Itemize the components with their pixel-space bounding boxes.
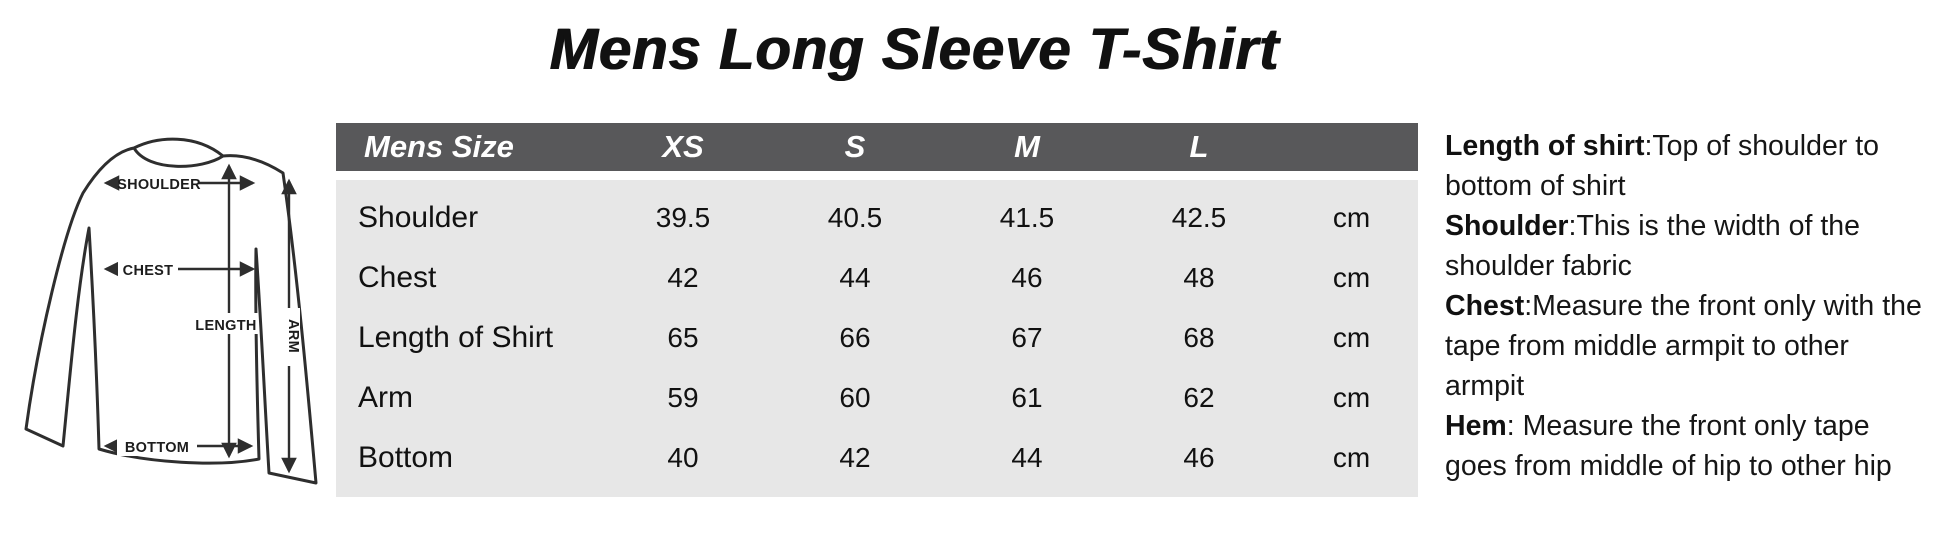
- header-cell-mens-size: Mens Size: [364, 129, 514, 164]
- cell-value: 48: [1183, 262, 1215, 293]
- cell-value: 46: [1183, 442, 1215, 473]
- size-table: Mens Size XS S M L Shoulder 39.5 40.5 41…: [336, 123, 1418, 497]
- row-label: Bottom: [358, 441, 454, 474]
- unit-cell: cm: [1332, 382, 1371, 413]
- cell-value: 41.5: [999, 202, 1055, 233]
- unit-cell: cm: [1332, 202, 1371, 233]
- guide-item: Shoulder:This is the width of the should…: [1445, 206, 1933, 286]
- unit-cell: cm: [1332, 442, 1371, 473]
- header-cell-xs: XS: [662, 129, 704, 164]
- header-cell-l: L: [1189, 129, 1209, 164]
- table-row: Shoulder 39.5 40.5 41.5 42.5 cm: [336, 188, 1418, 248]
- length-label-bg: [194, 313, 258, 334]
- guide-separator: :: [1568, 210, 1577, 242]
- diagram-label-shoulder: SHOULDER: [117, 177, 201, 193]
- guide-term: Length of shirt: [1445, 130, 1645, 162]
- diagram-label-arm: ARM: [285, 319, 301, 353]
- cell-value: 40: [667, 442, 699, 473]
- bottom-label-bg: [117, 435, 197, 456]
- table-row: Bottom 40 42 44 46 cm: [336, 428, 1418, 488]
- cell-value: 40.5: [827, 202, 883, 233]
- measurement-guide: Length of shirt:Top of shoulder to botto…: [1445, 126, 1933, 486]
- unit-cell: cm: [1332, 262, 1371, 293]
- guide-term: Chest: [1445, 290, 1525, 322]
- header-cell-m: M: [1014, 129, 1040, 164]
- guide-description: Measure the front only tape goes from mi…: [1445, 410, 1892, 482]
- shirt-collar: [132, 147, 224, 168]
- page-title: Mens Long Sleeve T-Shirt: [549, 17, 1279, 82]
- guide-description: Top of shoulder to bottom of shirt: [1445, 130, 1879, 202]
- arm-label-bg: [278, 308, 300, 366]
- guide-separator: :: [1524, 290, 1533, 322]
- row-label: Arm: [358, 381, 413, 414]
- cell-value: 42.5: [1171, 202, 1227, 233]
- cell-value: 60: [839, 382, 871, 413]
- row-label: Length of Shirt: [358, 321, 554, 354]
- size-table-body: Shoulder 39.5 40.5 41.5 42.5 cm Chest 42…: [336, 180, 1418, 497]
- guide-description: Measure the front only with the tape fro…: [1445, 290, 1922, 402]
- cell-value: 59: [667, 382, 699, 413]
- cell-value: 68: [1183, 322, 1215, 353]
- guide-separator: :: [1506, 410, 1523, 442]
- guide-item: Chest:Measure the front only with the ta…: [1445, 286, 1933, 406]
- cell-value: 67: [1011, 322, 1043, 353]
- cell-value: 46: [1011, 262, 1043, 293]
- table-row: Length of Shirt 65 66 67 68 cm: [336, 308, 1418, 368]
- cell-value: 42: [839, 442, 871, 473]
- table-row: Chest 42 44 46 48 cm: [336, 248, 1418, 308]
- diagram-label-bottom: BOTTOM: [125, 440, 189, 456]
- size-table-header: Mens Size XS S M L: [336, 123, 1418, 171]
- guide-description: This is the width of the shoulder fabric: [1445, 210, 1860, 282]
- shoulder-label-bg: [120, 172, 198, 193]
- row-label: Shoulder: [358, 201, 479, 234]
- cell-value: 62: [1183, 382, 1215, 413]
- cell-value: 44: [1011, 442, 1043, 473]
- cell-value: 65: [667, 322, 699, 353]
- cell-value: 39.5: [655, 202, 711, 233]
- guide-term: Shoulder: [1445, 210, 1569, 242]
- table-row: Arm 59 60 61 62 cm: [336, 368, 1418, 428]
- unit-cell: cm: [1332, 322, 1371, 353]
- shirt-measurement-diagram: SHOULDER CHEST LENGTH ARM BOTTOM: [6, 106, 336, 536]
- guide-item: Hem: Measure the front only tape goes fr…: [1445, 406, 1933, 486]
- cell-value: 44: [839, 262, 871, 293]
- cell-value: 61: [1011, 382, 1043, 413]
- chest-label-bg: [118, 258, 178, 279]
- diagram-label-length: LENGTH: [195, 318, 256, 334]
- cell-value: 66: [839, 322, 871, 353]
- shirt-diagram-svg: SHOULDER CHEST LENGTH ARM BOTTOM: [24, 137, 318, 485]
- guide-item: Length of shirt:Top of shoulder to botto…: [1445, 126, 1933, 206]
- guide-term: Hem: [1445, 410, 1507, 442]
- header-cell-s: S: [844, 129, 866, 164]
- cell-value: 42: [667, 262, 699, 293]
- diagram-label-chest: CHEST: [123, 263, 174, 279]
- row-label: Chest: [358, 261, 437, 294]
- guide-separator: :: [1644, 130, 1653, 162]
